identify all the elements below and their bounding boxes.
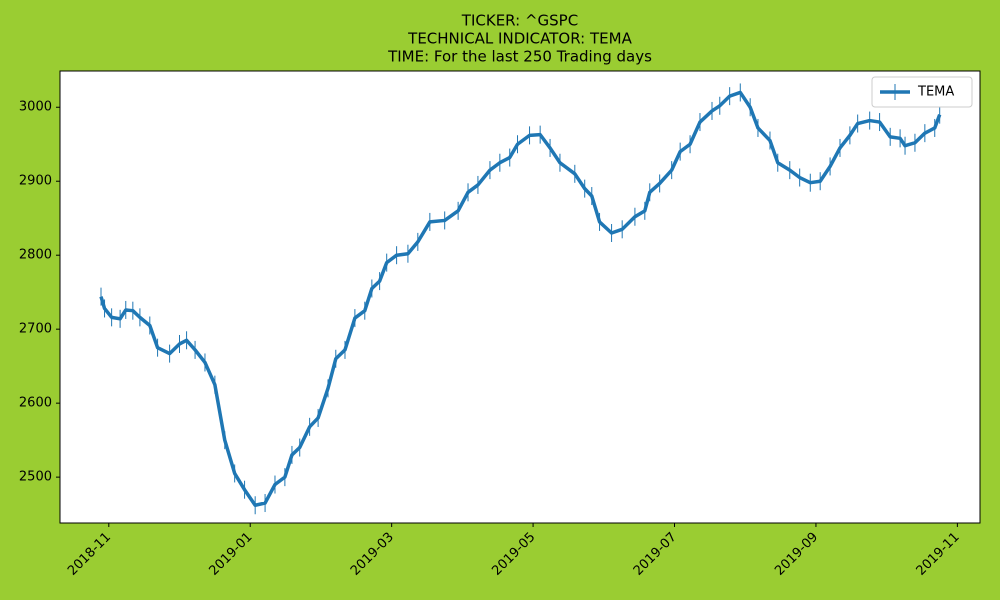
title-line: TECHNICAL INDICATOR: TEMA <box>407 30 632 48</box>
y-tick-label: 2800 <box>19 248 52 263</box>
y-tick-label: 2500 <box>19 470 52 485</box>
y-tick-label: 2600 <box>19 396 52 411</box>
legend-box <box>871 76 973 108</box>
title-line: TICKER: ^GSPC <box>461 12 578 30</box>
y-tick-label: 3000 <box>19 100 52 115</box>
plot-area <box>59 70 981 524</box>
y-tick-label: 2700 <box>19 322 52 337</box>
y-tick-label: 2900 <box>19 174 52 189</box>
title-line: TIME: For the last 250 Trading days <box>387 48 652 66</box>
legend-label: TEMA <box>917 85 954 100</box>
